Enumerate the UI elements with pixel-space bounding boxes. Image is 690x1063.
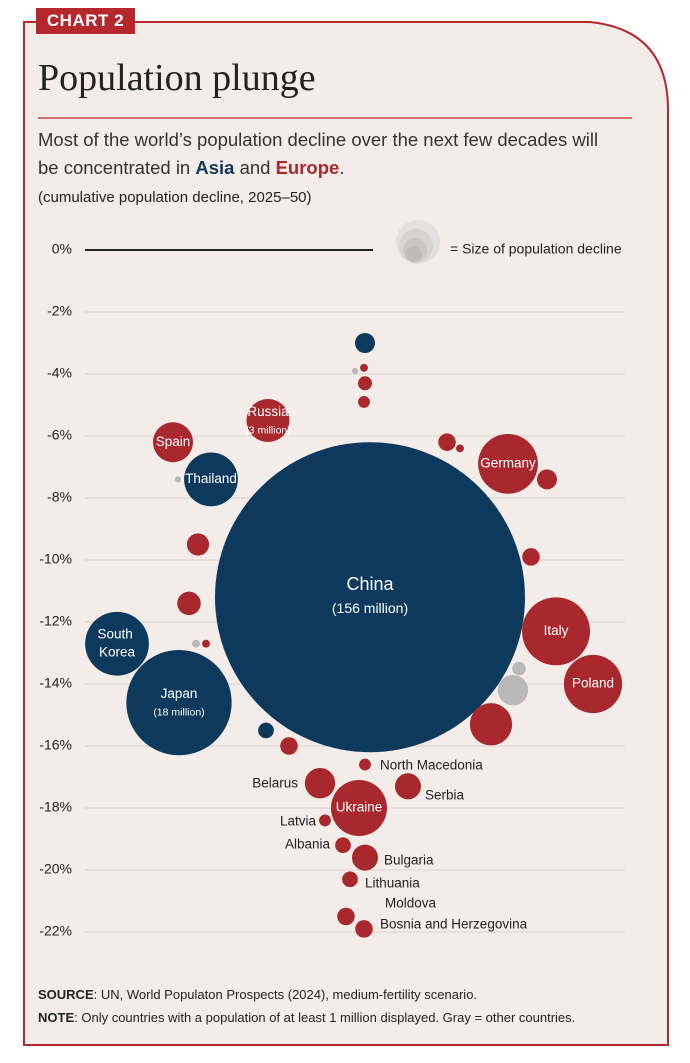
bubble <box>280 737 298 755</box>
bubble <box>337 907 355 926</box>
bubble <box>522 548 540 566</box>
chart-note: (cumulative population decline, 2025–50) <box>38 189 312 206</box>
bubble-label: Italy <box>544 623 569 638</box>
subtitle-part: and <box>234 157 276 178</box>
bubble-label: South Korea <box>97 626 136 659</box>
bubble-label: Serbia <box>425 788 465 803</box>
bubble-size-label: (156 million) <box>332 600 408 616</box>
bubble <box>469 703 513 746</box>
bubble <box>536 469 558 490</box>
bubble <box>319 814 331 827</box>
subtitle-part: Europe <box>275 157 340 178</box>
bubble <box>85 611 149 676</box>
bubble <box>184 452 238 507</box>
y-tick-label: -4% <box>47 365 72 381</box>
y-tick-label: -10% <box>39 551 72 567</box>
y-tick-label: -22% <box>39 923 72 939</box>
bubble <box>563 654 623 714</box>
bubble <box>351 367 359 374</box>
footnote-label: NOTE <box>38 1010 75 1025</box>
bubble <box>342 871 358 888</box>
size-legend-icon <box>396 220 440 264</box>
bubble-label: Poland <box>572 676 614 691</box>
bubble-label: Russia <box>247 404 289 419</box>
bubble <box>177 591 201 616</box>
bubble <box>360 363 368 372</box>
bubbles: Russia (3 million) Spain Thailand Germany Chi… <box>85 332 623 938</box>
subtitle-part: . <box>339 157 345 178</box>
y-tick-label: -8% <box>47 489 72 505</box>
bubble <box>126 649 232 756</box>
bubble <box>330 779 388 837</box>
bubble-label: Moldova <box>385 896 437 911</box>
bubble <box>304 768 336 799</box>
bubble <box>355 920 373 938</box>
bubble <box>359 758 371 771</box>
bubble-label: North Macedonia <box>380 758 483 773</box>
source: SOURCE: UN, World Populaton Prospects (2… <box>38 987 477 1002</box>
bubble <box>246 399 290 442</box>
bubble-label: Lithuania <box>365 876 420 891</box>
source-label: SOURCE <box>38 987 94 1002</box>
bubble <box>512 661 526 676</box>
bubble-size-label: (3 million) <box>245 424 291 436</box>
subtitle: Most of the world’s population decline o… <box>38 126 618 182</box>
bubble <box>192 639 200 648</box>
bubble-label: Belarus <box>252 776 298 791</box>
bubble-label: Spain <box>156 434 191 449</box>
bubble <box>186 533 210 556</box>
bubble-label: China <box>346 574 394 594</box>
bubble <box>202 639 210 648</box>
bubble <box>152 422 194 463</box>
bubble <box>357 376 373 391</box>
bubble <box>438 433 456 451</box>
bubble-label: Japan <box>161 686 198 701</box>
bubble-label: Thailand <box>185 471 237 486</box>
bubble <box>258 722 274 739</box>
y-tick-label: -6% <box>47 427 72 443</box>
bubble-size-label: (18 million) <box>153 706 204 718</box>
bubble-label: Bulgaria <box>384 853 434 868</box>
y-tick-label: -16% <box>39 737 72 753</box>
bubble <box>351 844 379 871</box>
bubble <box>478 434 538 494</box>
bubble <box>174 476 182 483</box>
footnote-text: : Only countries with a population of at… <box>74 1010 576 1025</box>
source-text: : UN, World Populaton Prospects (2024), … <box>93 987 478 1002</box>
y-tick-label: -20% <box>39 861 72 877</box>
bubble <box>358 395 370 408</box>
y-tick-label: -18% <box>39 799 72 815</box>
subtitle-part: Most of the world’s population decline o… <box>38 129 599 178</box>
bubble <box>522 597 590 666</box>
size-legend: = Size of population decline <box>450 241 622 257</box>
bubble-label: Ukraine <box>336 800 383 815</box>
bubble-label: Bosnia and Herzegovina <box>380 917 528 932</box>
bubble <box>497 675 529 706</box>
y-tick-label: -14% <box>39 675 72 691</box>
y-tick-label: -2% <box>47 303 72 319</box>
bubble-label: Albania <box>285 837 331 852</box>
footnote: NOTE: Only countries with a population o… <box>38 1010 575 1025</box>
y-tick-label: -12% <box>39 613 72 629</box>
bubble <box>394 773 422 800</box>
bubble <box>456 444 464 453</box>
subtitle-part: Asia <box>195 157 235 178</box>
bubble-label: Germany <box>480 455 536 470</box>
bubble-label: Latvia <box>280 814 317 829</box>
chart-title: Population plunge <box>38 57 316 99</box>
bubble <box>214 442 526 753</box>
chart-tag: CHART 2 <box>36 8 135 34</box>
bubble <box>335 837 351 854</box>
bubble <box>354 332 376 354</box>
y-tick-label: 0% <box>52 241 72 257</box>
